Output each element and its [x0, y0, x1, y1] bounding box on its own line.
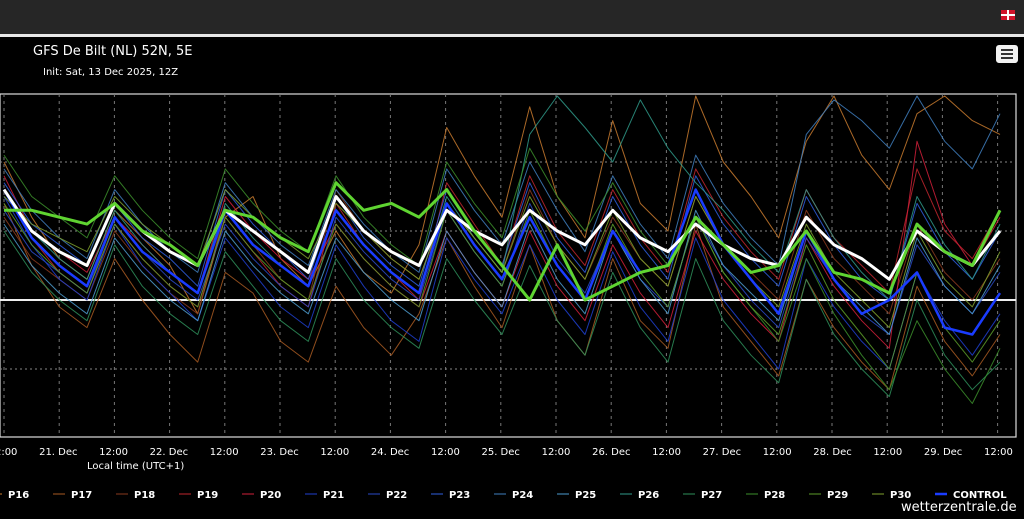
credit-text: wetterzentrale.de — [901, 500, 1017, 515]
series-line-p22 — [3, 202, 1001, 335]
legend-label-p24: P24 — [512, 490, 533, 501]
x-tick-label: 22. Dec — [150, 447, 188, 458]
chart-subtitle: Init: Sat, 13 Dec 2025, 12Z — [43, 67, 179, 78]
legend-label-p20: P20 — [260, 490, 281, 501]
x-tick-label: 12:00 — [320, 447, 349, 458]
x-tick-label: 26. Dec — [592, 447, 630, 458]
series-line-p16 — [3, 95, 1001, 315]
legend-label-p29: P29 — [827, 490, 848, 501]
series-line-p17 — [3, 203, 1001, 391]
x-tick-label: 12:00 — [99, 447, 128, 458]
series-line-control — [2, 188, 1002, 336]
x-tick-label: 12:00 — [431, 447, 460, 458]
top-bar — [0, 0, 1024, 34]
hamburger-menu-icon[interactable] — [996, 45, 1018, 63]
x-tick-label: 23. Dec — [260, 447, 298, 458]
legend-label-p16: P16 — [8, 490, 29, 501]
x-axis-label: Local time (UTC+1) — [87, 461, 185, 472]
series-line-p28 — [3, 147, 1001, 404]
x-tick-label: 28. Dec — [813, 447, 851, 458]
x-tick-label: 29. Dec — [924, 447, 962, 458]
legend-label-p18: P18 — [134, 490, 155, 501]
chart-title: GFS De Bilt (NL) 52N, 5E — [33, 44, 193, 59]
series-line-p21 — [3, 196, 1001, 370]
x-tick-label: 12:00 — [652, 447, 681, 458]
legend-label-control: CONTROL — [953, 490, 1007, 501]
x-tick-label: 12:00 — [763, 447, 792, 458]
x-tick-label: 27. Dec — [703, 447, 741, 458]
series-line-oper — [4, 181, 1002, 302]
series-line-p29 — [3, 203, 1001, 370]
legend-label-p19: P19 — [197, 490, 218, 501]
top-divider — [0, 34, 1024, 37]
x-tick-label: 12:00 — [873, 447, 902, 458]
x-tick-label: 25. Dec — [481, 447, 519, 458]
legend-label-p30: P30 — [890, 490, 911, 501]
legend-label-p25: P25 — [575, 490, 596, 501]
x-tick-label: 12:00 — [542, 447, 571, 458]
legend-label-p26: P26 — [638, 490, 659, 501]
legend-label-p22: P22 — [386, 490, 407, 501]
series-line-p27 — [3, 230, 1001, 398]
legend-label-p28: P28 — [764, 490, 785, 501]
legend-label-p21: P21 — [323, 490, 344, 501]
legend-label-p23: P23 — [449, 490, 470, 501]
x-tick-label: 12:00 — [984, 447, 1013, 458]
legend-label-p27: P27 — [701, 490, 722, 501]
series-line-avg — [2, 188, 1002, 281]
x-tick-label: 12:00 — [0, 447, 17, 458]
legend-label-p17: P17 — [71, 490, 92, 501]
plot-frame — [0, 93, 1017, 438]
x-tick-label: 21. Dec — [39, 447, 77, 458]
x-tick-label: 24. Dec — [371, 447, 409, 458]
uk-flag-icon[interactable] — [1001, 10, 1015, 20]
x-tick-label: 12:00 — [210, 447, 239, 458]
